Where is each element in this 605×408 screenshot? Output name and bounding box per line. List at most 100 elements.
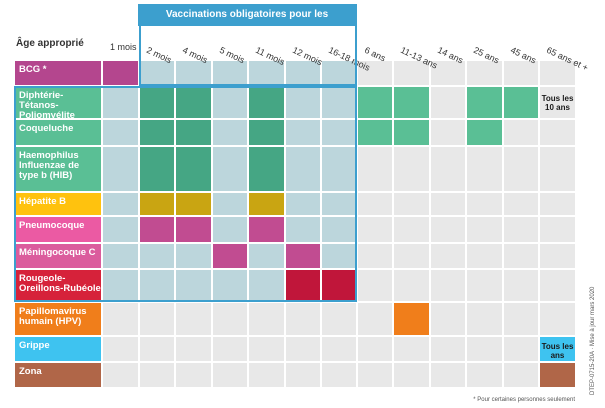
schedule-cell (212, 192, 248, 216)
schedule-cell (466, 362, 503, 388)
schedule-cell (430, 302, 466, 336)
schedule-cell (466, 269, 503, 302)
schedule-cell (248, 216, 285, 243)
schedule-cell (539, 269, 576, 302)
schedule-cell (285, 192, 321, 216)
schedule-cell (393, 86, 430, 119)
row-label: Pneumocoque (14, 216, 102, 243)
schedule-cell (321, 243, 357, 269)
schedule-cell (357, 243, 393, 269)
schedule-cell (466, 192, 503, 216)
schedule-cell (175, 192, 212, 216)
grippe-65-badge: Tous les ans (541, 342, 574, 360)
schedule-cell (212, 243, 248, 269)
schedule-cell (285, 216, 321, 243)
schedule-cell (430, 362, 466, 388)
schedule-cell (212, 86, 248, 119)
schedule-cell (175, 216, 212, 243)
schedule-cell (466, 302, 503, 336)
schedule-cell (139, 119, 175, 146)
schedule-cell (175, 362, 212, 388)
schedule-cell (102, 243, 139, 269)
schedule-cell (285, 269, 321, 302)
schedule-cell (212, 216, 248, 243)
schedule-cell (139, 216, 175, 243)
schedule-cell (212, 269, 248, 302)
schedule-cell (430, 119, 466, 146)
schedule-cell (393, 216, 430, 243)
schedule-cell (430, 86, 466, 119)
schedule-cell (430, 146, 466, 192)
schedule-cell (503, 269, 539, 302)
schedule-cell (285, 362, 321, 388)
schedule-cell (430, 60, 466, 86)
schedule-cell (175, 119, 212, 146)
schedule-cell (175, 336, 212, 362)
schedule-cell (248, 243, 285, 269)
schedule-cell (321, 192, 357, 216)
schedule-cell (321, 216, 357, 243)
schedule-cell (539, 60, 576, 86)
schedule-cell (539, 192, 576, 216)
schedule-cell (539, 362, 576, 388)
schedule-cell (212, 362, 248, 388)
schedule-cell (503, 86, 539, 119)
schedule-cell (393, 146, 430, 192)
schedule-cell (321, 336, 357, 362)
schedule-cell (539, 302, 576, 336)
age-header: Âge approprié (16, 38, 84, 49)
schedule-cell (139, 192, 175, 216)
schedule-cell (285, 86, 321, 119)
schedule-cell (357, 216, 393, 243)
infant-section-title: Vaccinations obligatoires pour les nourr… (138, 4, 356, 42)
schedule-cell (357, 86, 393, 119)
schedule-cell (102, 362, 139, 388)
schedule-cell (539, 336, 576, 362)
schedule-cell (285, 119, 321, 146)
schedule-cell (212, 146, 248, 192)
schedule-cell (102, 119, 139, 146)
schedule-cell (466, 60, 503, 86)
schedule-cell (466, 216, 503, 243)
schedule-cell (175, 146, 212, 192)
schedule-cell (357, 146, 393, 192)
schedule-cell (539, 119, 576, 146)
schedule-cell (430, 269, 466, 302)
schedule-cell (285, 146, 321, 192)
schedule-cell (321, 146, 357, 192)
schedule-cell (430, 336, 466, 362)
schedule-cell (357, 336, 393, 362)
schedule-cell (139, 362, 175, 388)
schedule-cell (248, 146, 285, 192)
schedule-cell (430, 192, 466, 216)
row-label: Hépatite B (14, 192, 102, 216)
schedule-cell (212, 119, 248, 146)
schedule-cell (393, 336, 430, 362)
schedule-cell (393, 362, 430, 388)
schedule-cell (248, 302, 285, 336)
schedule-cell (357, 119, 393, 146)
schedule-cell (357, 302, 393, 336)
schedule-cell (393, 302, 430, 336)
schedule-cell (248, 269, 285, 302)
row-label: Grippe (14, 336, 102, 362)
row-label: Méningocoque C (14, 243, 102, 269)
schedule-cell (321, 119, 357, 146)
footnote: * Pour certaines personnes seulement (473, 397, 575, 403)
dtp-65-badge: Tous les 10 ans (541, 94, 574, 112)
schedule-cell (503, 243, 539, 269)
column-header: 1 mois (110, 42, 137, 52)
schedule-cell (139, 336, 175, 362)
schedule-cell (503, 192, 539, 216)
row-label: Zona (14, 362, 102, 388)
schedule-cell (539, 243, 576, 269)
schedule-cell (430, 243, 466, 269)
schedule-cell (139, 269, 175, 302)
schedule-cell (212, 336, 248, 362)
schedule-cell (430, 216, 466, 243)
schedule-cell (321, 362, 357, 388)
schedule-cell (102, 216, 139, 243)
schedule-cell (539, 146, 576, 192)
schedule-cell (175, 86, 212, 119)
schedule-cell (503, 362, 539, 388)
